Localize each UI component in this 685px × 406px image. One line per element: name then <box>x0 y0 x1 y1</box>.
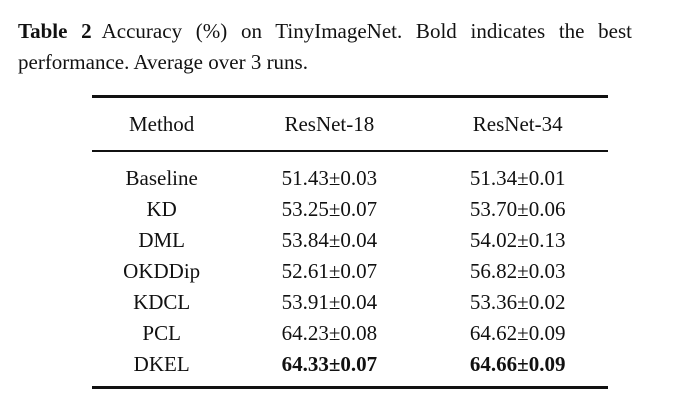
column-header-resnet34: ResNet-34 <box>472 111 563 136</box>
table-row: KD 53.25±0.07 53.70±0.06 <box>92 194 608 225</box>
table-row: DKEL 64.33±0.07 64.66±0.09 <box>92 349 608 388</box>
resnet34-value-cell: 64.62±0.09 <box>469 321 566 345</box>
resnet18-value-cell: 53.25±0.07 <box>281 197 378 221</box>
column-header-method: Method <box>128 111 195 136</box>
resnet34-value-cell: 56.82±0.03 <box>469 259 566 283</box>
table-row: DML 53.84±0.04 54.02±0.13 <box>92 225 608 256</box>
column-header-resnet18: ResNet-18 <box>284 111 375 136</box>
resnet18-value-cell: 51.43±0.03 <box>281 166 378 190</box>
method-cell: KD <box>146 197 177 221</box>
table-row: PCL 64.23±0.08 64.62±0.09 <box>92 318 608 349</box>
method-cell: KDCL <box>133 290 191 314</box>
resnet18-value-cell: 64.23±0.08 <box>281 321 378 345</box>
resnet34-value-cell: 53.36±0.02 <box>469 290 566 314</box>
table-caption-label: Table 2 <box>18 19 92 43</box>
method-cell: PCL <box>142 321 181 345</box>
results-table: Method ResNet-18 ResNet-34 Baseline 51.4… <box>92 95 608 389</box>
method-cell: OKDDip <box>123 259 201 283</box>
resnet18-value-cell: 52.61±0.07 <box>281 259 378 283</box>
resnet18-value-cell: 64.33±0.07 <box>281 352 378 376</box>
method-cell: DML <box>138 228 185 252</box>
method-cell: DKEL <box>133 352 190 376</box>
table-row: KDCL 53.91±0.04 53.36±0.02 <box>92 287 608 318</box>
table-header-row: Method ResNet-18 ResNet-34 <box>92 97 608 151</box>
resnet34-value-cell: 51.34±0.01 <box>469 166 566 190</box>
resnet18-value-cell: 53.91±0.04 <box>281 290 378 314</box>
method-cell: Baseline <box>125 166 198 190</box>
table-row: Baseline 51.43±0.03 51.34±0.01 <box>92 151 608 194</box>
resnet34-value-cell: 53.70±0.06 <box>469 197 566 221</box>
table-caption: Table 2 Accuracy (%) on TinyImageNet. Bol… <box>18 16 632 78</box>
table-body: Baseline 51.43±0.03 51.34±0.01 KD 53.25±… <box>92 151 608 388</box>
resnet18-value-cell: 53.84±0.04 <box>281 228 378 252</box>
resnet34-value-cell: 54.02±0.13 <box>469 228 566 252</box>
resnet34-value-cell: 64.66±0.09 <box>469 352 566 376</box>
table-row: OKDDip 52.61±0.07 56.82±0.03 <box>92 256 608 287</box>
table-caption-text: Accuracy (%) on TinyImageNet. Bold indic… <box>18 19 633 74</box>
